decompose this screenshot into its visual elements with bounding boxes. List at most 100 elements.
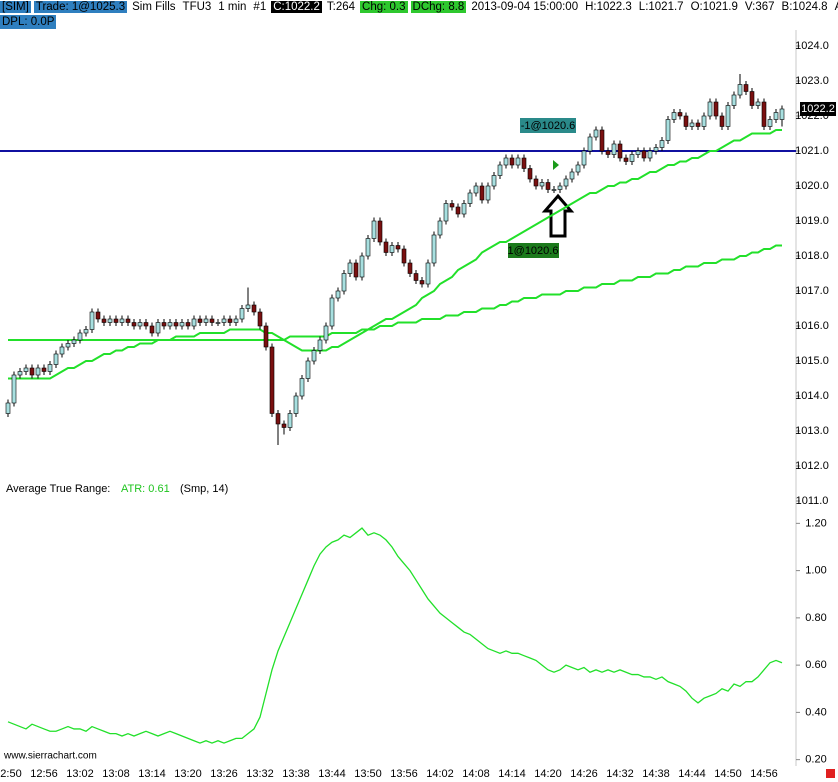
annotation: 1@1020.6 <box>508 245 559 257</box>
candle-body <box>425 262 431 285</box>
candle-body <box>383 241 389 253</box>
candle-body <box>599 129 605 152</box>
candle-body <box>185 322 191 327</box>
candle-body <box>191 318 197 327</box>
candle-body <box>635 150 641 155</box>
candle-body <box>155 322 161 334</box>
candle-body <box>413 273 419 281</box>
header-item: Sim Fills <box>132 1 176 13</box>
header-item: 1 min <box>218 1 247 13</box>
header-item: T:264 <box>326 1 356 13</box>
candle-body <box>497 164 503 176</box>
candle-body <box>113 318 119 323</box>
y-tick-label: 1023.0 <box>795 75 829 87</box>
candle-body <box>479 185 485 201</box>
candle-body <box>17 371 23 376</box>
x-tick-label: 14:56 <box>750 768 778 780</box>
candle-body <box>269 346 275 414</box>
candle-body <box>401 248 407 264</box>
y-tick-label: 1.00 <box>805 565 826 577</box>
y-tick-label: 1015.0 <box>795 355 829 367</box>
x-tick-label: 13:44 <box>318 768 346 780</box>
candle-body <box>209 318 215 323</box>
candle-body <box>77 332 83 341</box>
candle-body <box>143 322 149 327</box>
candle-body <box>83 329 89 334</box>
candle-body <box>605 150 611 155</box>
arrow-icon <box>541 193 575 238</box>
candle-body <box>203 318 209 323</box>
x-tick-label: 13:26 <box>210 768 238 780</box>
candle-body <box>251 304 257 313</box>
candle-body <box>263 325 269 348</box>
candle-body <box>317 339 323 351</box>
header-item: DChg: 8.8 <box>410 1 467 13</box>
candle-body <box>161 322 167 327</box>
candle-body <box>167 322 173 327</box>
candle-body <box>377 220 383 243</box>
y-tick-label: 1014.0 <box>795 390 829 402</box>
header-item: [SIM] <box>0 1 31 13</box>
candle-body <box>527 168 533 180</box>
y-tick-label: 0.40 <box>805 706 826 718</box>
candle-body <box>779 108 785 120</box>
candle-body <box>65 343 71 348</box>
moving-average <box>8 129 782 380</box>
y-tick-label: 1.20 <box>805 517 826 529</box>
candle-body <box>749 91 755 106</box>
x-tick-label: 14:32 <box>606 768 634 780</box>
dpl-label: DPL: 0.0P <box>0 15 57 29</box>
candle-body <box>275 413 281 425</box>
last-price-box <box>800 102 836 116</box>
moving-average <box>8 244 782 341</box>
candle-body <box>257 311 263 327</box>
atr-line <box>7 527 783 744</box>
candle-body <box>293 395 299 414</box>
candle-body <box>701 115 707 127</box>
candle-body <box>533 178 539 187</box>
header-item: Chg: 0.3 <box>360 1 408 13</box>
candle-body <box>509 157 515 166</box>
candle-body <box>755 101 761 106</box>
candle-body <box>29 367 35 376</box>
candle-body <box>581 150 587 166</box>
y-tick-label: 1017.0 <box>795 285 829 297</box>
header-item: C:1022.2 <box>271 1 322 13</box>
candle-body <box>695 122 701 127</box>
candle-body <box>545 182 551 190</box>
candle-body <box>5 402 11 414</box>
candle-body <box>59 346 65 355</box>
candle-body <box>329 297 335 327</box>
candle-body <box>641 150 647 159</box>
y-tick-label: 1021.0 <box>795 145 829 157</box>
candle-body <box>563 178 569 187</box>
study-value: ATR: 0.61 <box>121 483 170 495</box>
candle-body <box>431 234 437 264</box>
candle-body <box>407 262 413 274</box>
candle-body <box>359 255 365 278</box>
annotation-box <box>520 118 576 133</box>
header-item: A:102 <box>833 1 838 13</box>
candle-body <box>35 367 41 376</box>
candle-body <box>233 318 239 323</box>
candle-body <box>473 185 479 194</box>
x-tick-label: 12:56 <box>30 768 58 780</box>
header-item: H:1022.3 <box>585 1 632 13</box>
candle-body <box>149 325 155 334</box>
watermark: www.sierrachart.com <box>3 751 97 762</box>
candle-body <box>551 189 557 191</box>
candle-body <box>707 101 713 117</box>
candle-body <box>131 322 137 327</box>
x-tick-label: 14:26 <box>570 768 598 780</box>
x-tick-label: 2:50 <box>0 768 21 780</box>
header-item: 2013-09-04 15:00:00 <box>471 1 579 13</box>
candle-body <box>179 322 185 327</box>
candle-body <box>611 143 617 155</box>
candle-body <box>107 318 113 323</box>
candle-body <box>299 378 305 397</box>
candle-body <box>629 154 635 162</box>
candle-body <box>347 262 353 274</box>
x-tick-label: 14:20 <box>534 768 562 780</box>
candle-body <box>53 353 59 365</box>
candle-body <box>323 325 329 341</box>
